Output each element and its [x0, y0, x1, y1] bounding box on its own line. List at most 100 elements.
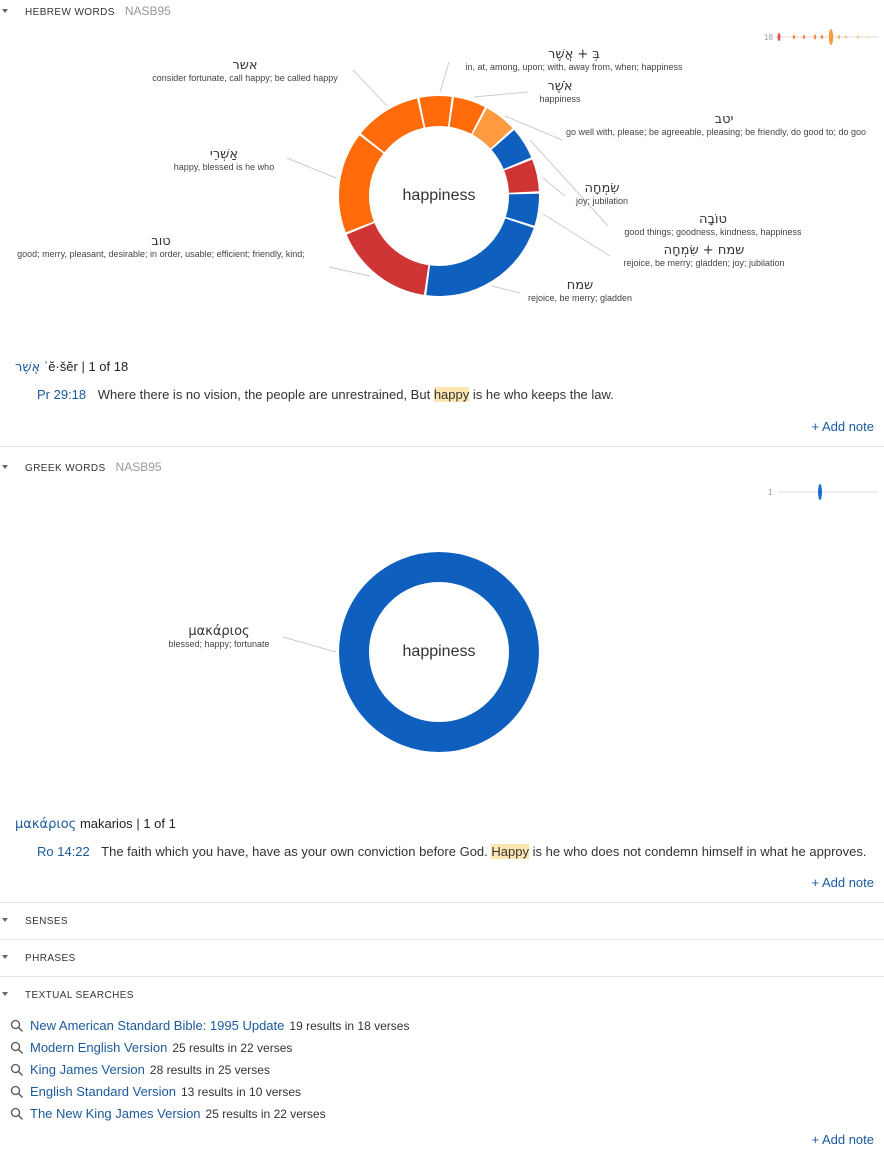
version-label: NASB95: [124, 4, 171, 18]
search-result-item[interactable]: New American Standard Bible: 1995 Update…: [10, 1018, 409, 1033]
donut-slice: [339, 552, 539, 752]
leader-lines: [286, 61, 611, 294]
label-word: אשר: [232, 58, 258, 73]
leader-line: [282, 636, 337, 653]
chart-label[interactable]: טוב good; merry, pleasant, desirable; in…: [6, 234, 316, 259]
search-icon: [10, 1085, 23, 1098]
search-icon: [10, 1107, 23, 1120]
label-word: שמח + שִׂמְחָה: [663, 243, 745, 258]
donut-slices: [339, 552, 539, 752]
chart-label[interactable]: בְּ + אֲשֶׁר in, at, among, upon; with, …: [450, 47, 698, 72]
verse-text-after: is he who does not condemn himself in wh…: [532, 844, 867, 859]
spark-count: 1: [768, 488, 773, 497]
search-count: 28 results in 25 verses: [149, 1062, 270, 1077]
chart-label[interactable]: שמח + שִׂמְחָה rejoice, be merry; gladde…: [616, 243, 792, 268]
search-link[interactable]: New American Standard Bible: 1995 Update: [30, 1018, 285, 1033]
donut-slice: [419, 96, 452, 128]
highlighted-word: Happy: [491, 844, 529, 859]
search-link[interactable]: English Standard Version: [30, 1084, 176, 1099]
donut-slice: [472, 108, 513, 149]
chart-label[interactable]: אַשְׁרֵי happy, blessed is he who: [170, 147, 278, 172]
spark-mark: [802, 35, 806, 39]
search-link[interactable]: Modern English Version: [30, 1040, 168, 1055]
lemma-link[interactable]: μακάριος: [15, 817, 77, 832]
search-icon: [10, 1019, 23, 1032]
spark-mark: [837, 35, 841, 39]
label-gloss: rejoice, be merry; gladden: [527, 293, 633, 303]
greek-words-header[interactable]: GREEK WORDS NASB95: [0, 460, 162, 474]
hebrew-donut-chart[interactable]: [0, 0, 884, 330]
add-note-button[interactable]: + Add note: [811, 875, 874, 890]
chart-label[interactable]: שמח rejoice, be merry; gladden: [523, 278, 637, 303]
hebrew-sparkline[interactable]: 18: [760, 28, 880, 46]
spark-mark: [844, 35, 848, 39]
add-note-button[interactable]: + Add note: [811, 1132, 874, 1147]
transliteration: makarios: [79, 816, 133, 831]
label-gloss: blessed; happy; fortunate: [168, 639, 270, 649]
spark-mark: [856, 35, 860, 39]
label-gloss: go well with, please; be agreeable, plea…: [566, 127, 867, 137]
collapse-caret-icon[interactable]: [2, 992, 8, 996]
senses-header[interactable]: SENSES: [0, 916, 68, 927]
chart-label[interactable]: אֹשֶׁר happiness: [535, 79, 585, 104]
chart-label[interactable]: μακάριος blessed; happy; fortunate: [162, 624, 276, 649]
donut-slice: [491, 129, 532, 170]
chart-label[interactable]: שִׂמְחָה joy; jubilation: [570, 181, 634, 206]
separator: |: [136, 816, 140, 831]
chart-label[interactable]: טוֹבָה good things; goodness, kindness, …: [620, 212, 806, 237]
section-title: SENSES: [25, 916, 68, 927]
donut-slice: [339, 135, 384, 233]
result-counter: 1 of 18: [88, 359, 129, 374]
search-result-item[interactable]: King James Version 28 results in 25 vers…: [10, 1062, 270, 1077]
chart-label[interactable]: אשר consider fortunate, call happy; be c…: [147, 58, 343, 83]
donut-slice: [505, 193, 539, 226]
phrases-header[interactable]: PHRASES: [0, 953, 76, 964]
section-title: HEBREW WORDS: [25, 7, 115, 18]
label-word: אֹשֶׁר: [547, 79, 573, 94]
donut-slice: [449, 97, 485, 134]
label-word: אַשְׁרֵי: [209, 147, 239, 162]
greek-sparkline[interactable]: 1: [764, 483, 880, 501]
search-icon: [10, 1063, 23, 1076]
search-link[interactable]: King James Version: [30, 1062, 145, 1077]
collapse-caret-icon[interactable]: [2, 9, 8, 13]
verse-reference-link[interactable]: Pr 29:18: [37, 387, 87, 402]
verse-line: Pr 29:18 Where there is no vision, the p…: [37, 387, 614, 402]
section-title: PHRASES: [25, 953, 76, 964]
search-link[interactable]: The New King James Version: [30, 1106, 201, 1121]
textual-searches-header[interactable]: TEXTUAL SEARCHES: [0, 990, 134, 1001]
verse-line: Ro 14:22 The faith which you have, have …: [37, 844, 866, 859]
label-gloss: happiness: [539, 94, 581, 104]
collapse-caret-icon[interactable]: [2, 955, 8, 959]
section-title: GREEK WORDS: [25, 463, 106, 474]
search-count: 19 results in 18 verses: [289, 1018, 410, 1033]
label-gloss: consider fortunate, call happy; be calle…: [152, 73, 338, 83]
search-result-item[interactable]: English Standard Version 13 results in 1…: [10, 1084, 301, 1099]
lemma-link[interactable]: אֶשֶׁר: [15, 360, 41, 375]
collapse-caret-icon[interactable]: [2, 918, 8, 922]
verse-reference-link[interactable]: Ro 14:22: [37, 844, 90, 859]
word-header: אֶשֶׁר ʾĕ·šĕr | 1 of 18: [15, 359, 128, 375]
search-result-item[interactable]: The New King James Version 25 results in…: [10, 1106, 326, 1121]
spark-mark: [820, 35, 824, 39]
divider: [0, 446, 884, 447]
add-note-button[interactable]: + Add note: [811, 419, 874, 434]
donut-slice: [346, 222, 429, 295]
chart-center-label: happiness: [402, 643, 476, 660]
search-result-item[interactable]: Modern English Version 25 results in 22 …: [10, 1040, 292, 1055]
search-count: 13 results in 10 verses: [180, 1084, 302, 1099]
greek-donut-chart[interactable]: [0, 480, 884, 810]
verse-text-after: is he who keeps the law.: [472, 387, 614, 402]
label-gloss: happy, blessed is he who: [173, 162, 275, 172]
label-gloss: joy; jubilation: [575, 196, 629, 206]
hebrew-words-header[interactable]: HEBREW WORDS NASB95: [0, 4, 171, 18]
label-word: μακάριος: [188, 624, 250, 639]
verse-text-before: The faith which you have, have as your o…: [101, 844, 488, 859]
collapse-caret-icon[interactable]: [2, 465, 8, 469]
donut-slice: [360, 98, 424, 153]
donut-slice: [426, 218, 534, 296]
label-word: שִׂמְחָה: [584, 181, 620, 196]
word-header: μακάριος makarios | 1 of 1: [15, 816, 176, 832]
chart-label[interactable]: יטב go well with, please; be agreeable, …: [566, 112, 882, 137]
label-gloss: in, at, among, upon; with, away from, wh…: [465, 62, 683, 72]
